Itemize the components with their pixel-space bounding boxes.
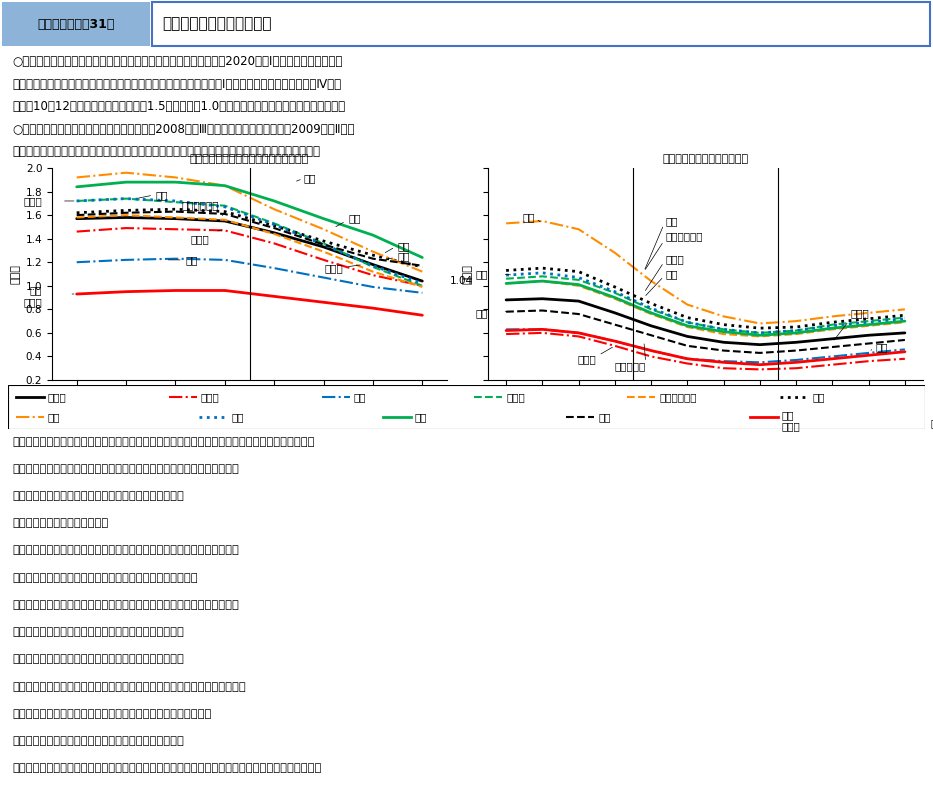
Text: 10: 10 bbox=[843, 410, 857, 419]
Text: 東海: 東海 bbox=[48, 412, 61, 422]
Text: 九州: 九州 bbox=[782, 410, 794, 420]
Text: 北関東・甲信: 北関東・甲信 bbox=[660, 392, 697, 402]
Text: 東海: 東海 bbox=[348, 213, 361, 224]
Title: （参考）リーマンショック期: （参考）リーマンショック期 bbox=[662, 154, 748, 164]
Text: ○　感染拡大期の有効求人倍率の動向を地域別にみると、全国的に2020年第Ⅰ四半期（１－３月期）: ○ 感染拡大期の有効求人倍率の動向を地域別にみると、全国的に2020年第Ⅰ四半期… bbox=[12, 55, 343, 68]
Text: 北関東・甲信: 北関東・甲信 bbox=[665, 231, 703, 242]
Text: 北関東・甲信：茨城県、栃木県、群馬県、山梨県、長野県: 北関東・甲信：茨城県、栃木県、群馬県、山梨県、長野県 bbox=[12, 600, 240, 610]
Text: 地域別有効求人倍率の動向: 地域別有効求人倍率の動向 bbox=[162, 17, 272, 31]
Text: 中国: 中国 bbox=[415, 412, 427, 422]
Text: 近畿：滋賀県、京都府、大阪府、兵庫県、奈良県、和歌山県: 近畿：滋賀県、京都府、大阪府、兵庫県、奈良県、和歌山県 bbox=[12, 682, 246, 692]
Text: 20: 20 bbox=[341, 410, 355, 419]
Text: 南関東: 南関東 bbox=[507, 392, 525, 402]
Text: ○　リーマンショック期の有効求人倍率は、2008年第Ⅲ四半期（７－９月期）から2009年第Ⅱ四半: ○ リーマンショック期の有効求人倍率は、2008年第Ⅲ四半期（７－９月期）から2… bbox=[12, 123, 355, 135]
Text: 南関東: 南関東 bbox=[23, 196, 42, 206]
Text: 九州・沖縄: 九州・沖縄 bbox=[615, 361, 647, 371]
Text: 北関東・甲信: 北関東・甲信 bbox=[181, 201, 219, 210]
Text: 期（４－６月期）にかけて全国的に大きく低下した中、特に「東海」での減少幅が大きかった。: 期（４－６月期）にかけて全国的に大きく低下した中、特に「東海」での減少幅が大きか… bbox=[12, 145, 321, 158]
Text: （注）　１）データは四半期の実施値別有効求人倍率（季節調整値）。: （注） １）データは四半期の実施値別有効求人倍率（季節調整値）。 bbox=[12, 464, 240, 474]
Text: 第１－（５）－31図: 第１－（５）－31図 bbox=[37, 17, 115, 31]
Text: 四国：徳島県、香川県、愛媛県、高知県: 四国：徳島県、香川県、愛媛県、高知県 bbox=[12, 736, 185, 746]
Text: ・沖縄: ・沖縄 bbox=[782, 421, 801, 431]
Text: 東北: 東北 bbox=[186, 255, 198, 265]
Text: 期（10－12月期）にかけてそれぞれ1.5倍程度から1.0倍程度へと比較的大きく低下している。: 期（10－12月期）にかけてそれぞれ1.5倍程度から1.0倍程度へと比較的大きく… bbox=[12, 100, 346, 113]
Text: 近畿: 近畿 bbox=[156, 190, 168, 200]
Text: 全国計: 全国計 bbox=[325, 263, 343, 273]
Text: 1.04: 1.04 bbox=[450, 276, 473, 286]
Text: 2019: 2019 bbox=[136, 410, 165, 419]
Text: 南関東：埼玉県、千葉県、東京都、神奈川県: 南関東：埼玉県、千葉県、東京都、神奈川県 bbox=[12, 573, 198, 582]
Text: 東北: 東北 bbox=[876, 342, 888, 352]
Text: 北海道: 北海道 bbox=[578, 354, 597, 364]
Text: 以降低下している中、特に「南関東」「東海」「近畿」では、第Ⅰ四半期（１－３月期）から第Ⅳ四半: 以降低下している中、特に「南関東」「東海」「近畿」では、第Ⅰ四半期（１－３月期）… bbox=[12, 78, 341, 91]
Text: 資料出所　厚生労働省「職業安定業務統計」をもとに厚生労働省政策統括官付政策統括室にて作成: 資料出所 厚生労働省「職業安定業務統計」をもとに厚生労働省政策統括官付政策統括室… bbox=[12, 437, 315, 446]
Bar bbox=[152, 2, 930, 46]
Text: 九州・沖縄：福岡県、佐賀県、長崎県、熊本県、大分県、宮崎県、鹿児島県、沖縄県: 九州・沖縄：福岡県、佐賀県、長崎県、熊本県、大分県、宮崎県、鹿児島県、沖縄県 bbox=[12, 763, 322, 774]
Text: 東海：岐阜県、静岡県、愛知県、三重県: 東海：岐阜県、静岡県、愛知県、三重県 bbox=[12, 654, 185, 664]
Text: 南関東: 南関東 bbox=[665, 253, 685, 264]
Text: 北海道: 北海道 bbox=[201, 392, 219, 402]
Text: 北陸: 北陸 bbox=[665, 216, 678, 226]
Text: 北海道: 北海道 bbox=[190, 234, 210, 244]
Text: 北陸: 北陸 bbox=[397, 241, 411, 251]
Text: 09: 09 bbox=[699, 410, 713, 419]
Text: 北陸: 北陸 bbox=[812, 392, 825, 402]
Text: 全国計: 全国計 bbox=[48, 392, 67, 402]
Text: 四国: 四国 bbox=[476, 308, 488, 318]
Text: 中国: 中国 bbox=[665, 269, 678, 279]
Text: 東北：青森県、岩手県、宮城県、秋田県、山形県、福島県: 東北：青森県、岩手県、宮城県、秋田県、山形県、福島県 bbox=[12, 545, 240, 556]
Y-axis label: （倍）: （倍） bbox=[463, 264, 473, 284]
Text: 近畿: 近畿 bbox=[231, 412, 244, 422]
Text: （年・期）: （年・期） bbox=[930, 418, 933, 428]
Text: 四国: 四国 bbox=[397, 251, 411, 261]
Text: 全国計: 全国計 bbox=[851, 308, 870, 318]
Text: 近畿: 近畿 bbox=[476, 269, 488, 279]
Text: 北海道：北海道: 北海道：北海道 bbox=[12, 518, 109, 528]
Text: ２）各ブロックの構成県は、以下のとおり。: ２）各ブロックの構成県は、以下のとおり。 bbox=[12, 491, 185, 501]
Text: 四国: 四国 bbox=[598, 412, 611, 422]
Bar bbox=[2, 2, 150, 46]
Text: 東北: 東北 bbox=[354, 392, 366, 402]
Text: 中国：鳥取県、島根県、岡山県、広島県、山口県: 中国：鳥取県、島根県、岡山県、広島県、山口県 bbox=[12, 709, 212, 719]
Text: 東海: 東海 bbox=[522, 212, 536, 223]
Text: （年・期）: （年・期） bbox=[457, 418, 488, 428]
Text: 九州
・沖縄: 九州 ・沖縄 bbox=[23, 286, 42, 307]
Y-axis label: （倍）: （倍） bbox=[10, 264, 21, 284]
Text: 中国: 中国 bbox=[304, 174, 316, 183]
Title: 新型コロナウイルス感染症の感染拡大期: 新型コロナウイルス感染症の感染拡大期 bbox=[190, 154, 309, 164]
Text: 2008: 2008 bbox=[547, 410, 575, 419]
Text: 北陸：新潟県、富山県、石川県、福井県: 北陸：新潟県、富山県、石川県、福井県 bbox=[12, 627, 185, 637]
